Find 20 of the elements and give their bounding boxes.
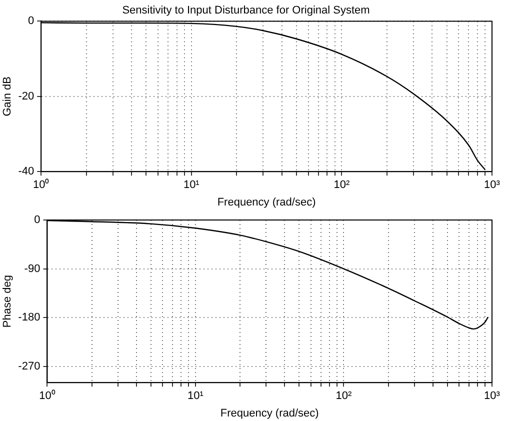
- x-tick-label: 10¹: [188, 390, 204, 402]
- x-tick-label: 10³: [484, 390, 500, 402]
- y-tick-label: 0: [34, 214, 40, 226]
- y-axis-title: Gain dB: [2, 76, 14, 116]
- x-tick-label: 10³: [484, 179, 500, 192]
- x-axis-title: Frequency (rad/sec): [217, 196, 316, 208]
- y-tick-label: 0: [28, 15, 34, 28]
- chart-title: Sensitivity to Input Disturbance for Original System: [122, 4, 370, 17]
- y-tick-label: -20: [18, 90, 34, 102]
- x-tick-label: 10²: [336, 390, 352, 402]
- x-tick-label: 10²: [334, 179, 350, 192]
- y-tick-label: -270: [18, 360, 40, 372]
- x-tick-label: 10⁰: [32, 178, 50, 192]
- x-tick-label: 10⁰: [39, 389, 56, 402]
- x-axis-title: Frequency (rad/sec): [220, 407, 319, 420]
- y-tick-label: -90: [24, 262, 40, 275]
- y-tick-label: -40: [18, 166, 34, 178]
- y-tick-label: -180: [18, 312, 40, 324]
- x-tick-label: 10¹: [183, 179, 200, 192]
- y-axis-title: Phase deg: [2, 274, 14, 328]
